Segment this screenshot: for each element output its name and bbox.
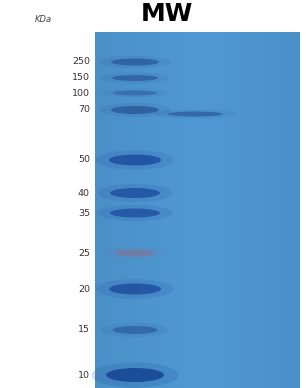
Ellipse shape bbox=[105, 247, 165, 259]
Text: MW: MW bbox=[140, 2, 193, 26]
Text: 100: 100 bbox=[72, 88, 90, 97]
Text: 10: 10 bbox=[78, 371, 90, 379]
Ellipse shape bbox=[96, 150, 174, 170]
Ellipse shape bbox=[112, 75, 158, 81]
Ellipse shape bbox=[113, 90, 157, 95]
Ellipse shape bbox=[98, 184, 173, 202]
Ellipse shape bbox=[100, 73, 170, 83]
Text: 25: 25 bbox=[78, 248, 90, 258]
Text: KDa: KDa bbox=[35, 16, 52, 24]
Text: 15: 15 bbox=[78, 326, 90, 334]
Ellipse shape bbox=[154, 109, 236, 118]
Ellipse shape bbox=[98, 205, 173, 221]
Text: 35: 35 bbox=[78, 208, 90, 218]
Ellipse shape bbox=[99, 56, 171, 68]
Text: 40: 40 bbox=[78, 189, 90, 197]
Text: 250: 250 bbox=[72, 57, 90, 66]
Ellipse shape bbox=[101, 323, 169, 337]
Ellipse shape bbox=[115, 249, 155, 256]
Ellipse shape bbox=[106, 368, 164, 382]
Ellipse shape bbox=[110, 208, 160, 218]
Text: 150: 150 bbox=[72, 73, 90, 83]
Ellipse shape bbox=[167, 111, 222, 116]
Ellipse shape bbox=[96, 279, 174, 299]
Ellipse shape bbox=[113, 326, 158, 334]
Ellipse shape bbox=[102, 88, 168, 97]
Ellipse shape bbox=[109, 284, 161, 294]
Ellipse shape bbox=[111, 59, 159, 66]
Ellipse shape bbox=[110, 188, 160, 198]
Ellipse shape bbox=[109, 154, 161, 166]
Ellipse shape bbox=[91, 362, 178, 388]
Text: 50: 50 bbox=[78, 156, 90, 165]
Ellipse shape bbox=[99, 103, 171, 117]
Text: 20: 20 bbox=[78, 284, 90, 293]
Text: 70: 70 bbox=[78, 106, 90, 114]
Ellipse shape bbox=[111, 106, 159, 114]
